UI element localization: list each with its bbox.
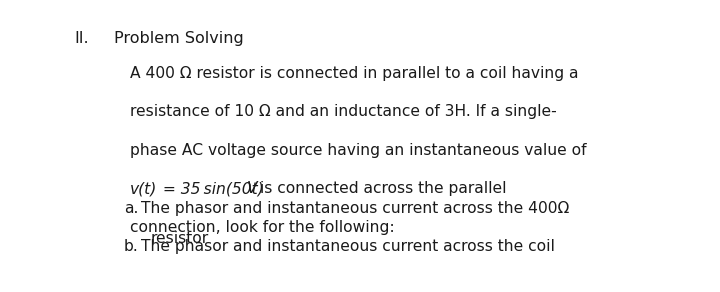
Text: a.: a. <box>124 201 138 216</box>
Text: = 35 sin(50t): = 35 sin(50t) <box>158 181 267 196</box>
Text: resistance of 10 Ω and an inductance of 3H. If a single-: resistance of 10 Ω and an inductance of … <box>130 104 557 119</box>
Text: b.: b. <box>124 239 138 254</box>
Text: Problem Solving: Problem Solving <box>114 31 243 46</box>
Text: A 400 Ω resistor is connected in parallel to a coil having a: A 400 Ω resistor is connected in paralle… <box>130 66 578 81</box>
Text: The phasor and instantaneous current across the 400Ω: The phasor and instantaneous current acr… <box>141 201 570 216</box>
Text: resistor: resistor <box>150 231 209 246</box>
Text: is connected across the parallel: is connected across the parallel <box>255 181 506 196</box>
Text: phase AC voltage source having an instantaneous value of: phase AC voltage source having an instan… <box>130 143 586 158</box>
Text: The phasor and instantaneous current across the coil: The phasor and instantaneous current acr… <box>141 239 555 254</box>
Text: V: V <box>247 181 258 196</box>
Text: v(t): v(t) <box>130 181 157 196</box>
Text: connection, look for the following:: connection, look for the following: <box>130 220 395 235</box>
Text: II.: II. <box>74 31 89 46</box>
